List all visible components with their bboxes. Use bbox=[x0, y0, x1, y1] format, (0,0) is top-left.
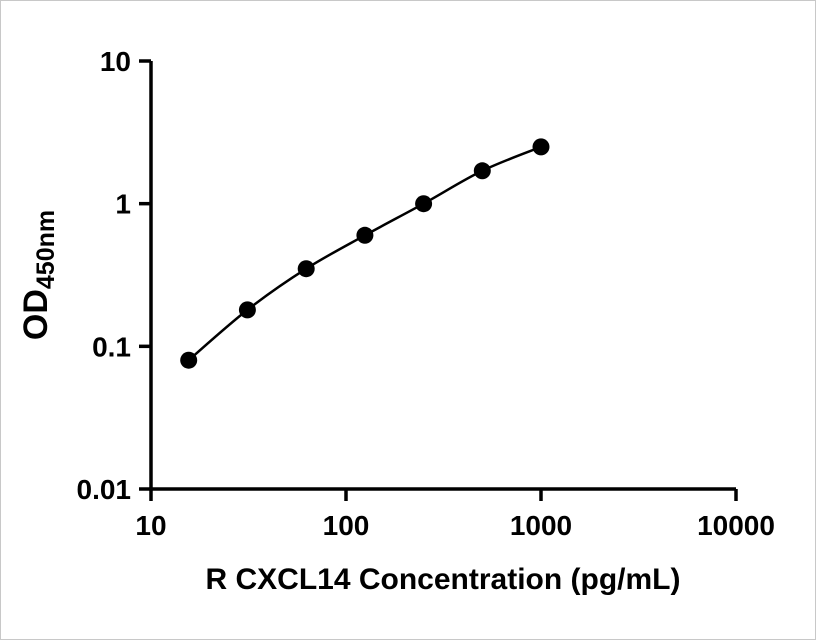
x-tick-label: 100 bbox=[323, 510, 370, 541]
data-point bbox=[180, 351, 198, 369]
y-tick-label: 0.1 bbox=[92, 331, 131, 362]
data-point bbox=[415, 195, 433, 213]
y-tick-label: 10 bbox=[100, 46, 131, 77]
x-tick-label: 10000 bbox=[697, 510, 775, 541]
y-axis-title-main: OD bbox=[17, 289, 55, 340]
y-axis-title: OD450nm bbox=[17, 210, 60, 340]
data-point bbox=[532, 138, 550, 156]
data-point bbox=[473, 162, 491, 180]
standard-curve-line bbox=[187, 145, 542, 362]
x-axis-title: R CXCL14 Concentration (pg/mL) bbox=[205, 563, 680, 596]
y-tick-label: 0.01 bbox=[77, 474, 132, 505]
data-point bbox=[356, 226, 374, 244]
y-tick-label: 1 bbox=[115, 189, 131, 220]
data-series bbox=[180, 138, 550, 369]
x-tick-label: 10 bbox=[135, 510, 166, 541]
data-point bbox=[238, 301, 256, 319]
data-point bbox=[297, 260, 315, 278]
x-tick-label: 1000 bbox=[510, 510, 572, 541]
y-axis-title-subscript: 450nm bbox=[32, 210, 60, 289]
